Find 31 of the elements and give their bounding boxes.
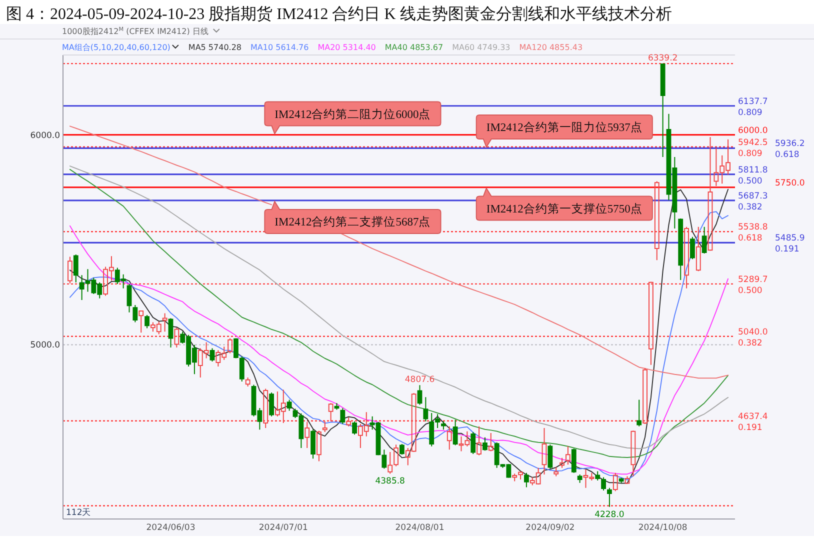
annotation: 112天 [66, 507, 92, 518]
x-tick-label: 2024/08/01 [395, 523, 444, 533]
annotation: IM2412合约第一阻力位5937点 [486, 121, 642, 134]
y-tick-label: 5000.0 [30, 340, 60, 351]
annotation: 6339.2 [648, 54, 678, 64]
x-tick-label: 2024/09/02 [526, 523, 575, 533]
annotation: 4807.6 [404, 375, 435, 386]
chart-subtitle: 1000股指2412$^{M}$ (CFFEX IM2412) 日线 [62, 26, 208, 36]
annotation: 4385.8 [375, 476, 405, 487]
ref-line-label: 5538.8 0.618 [738, 222, 768, 244]
ref-line-label: 5687.3 0.382 [738, 191, 768, 212]
chart-title: 图 4：2024-05-09-2024-10-23 股指期货 IM2412 合约日 K 线走势图黄金分割线和水平线技术分析 [6, 5, 672, 23]
ref-line-label: 6000.0 [738, 126, 768, 136]
ref-line-label: 4637.4 0.191 [738, 412, 768, 433]
ref-line-label: 5936.2 0.618 [775, 139, 805, 160]
ref-line-label: 5040.0 0.382 [738, 327, 768, 348]
x-tick-label: 2024/10/08 [638, 523, 688, 533]
ref-line-label: 5750.0 [775, 178, 805, 188]
ref-line-label: 6137.7 0.809 [738, 96, 768, 118]
annotation: IM2412合约第一支撑位5750点 [486, 202, 642, 216]
ref-line-label: 5942.5 0.809 [738, 138, 768, 159]
legend-title: MA组合(5,10,20,40,60,120) [62, 43, 170, 52]
annotation: IM2412合约第二支撑位5687点 [274, 216, 431, 228]
ref-line-label: 5289.7 0.500 [738, 274, 768, 296]
x-tick-label: 2024/06/03 [146, 523, 196, 533]
ref-line-label: 5811.8 0.500 [738, 165, 768, 186]
x-tick-label: 2024/07/01 [258, 523, 308, 533]
annotation: 4228.0 [594, 510, 624, 520]
legend: MA5 5740.28 MA10 5614.76 MA20 5314.40 MA40 4853.67 MA60 4749.33 MA120 4855.43 [188, 43, 583, 52]
ref-line-label: 5485.9 0.191 [775, 234, 805, 255]
annotation: IM2412合约第二阻力位6000点 [274, 108, 431, 121]
